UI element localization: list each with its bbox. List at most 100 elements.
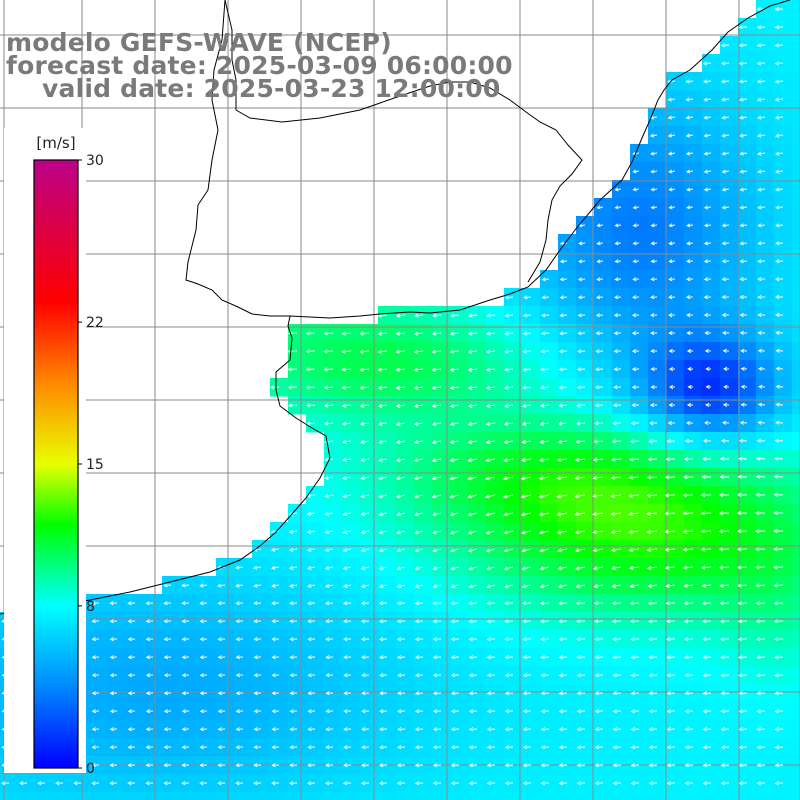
wind-cell (648, 378, 667, 397)
wind-cell (468, 432, 487, 451)
wind-cell (540, 396, 559, 415)
wind-arrow (775, 348, 784, 353)
wind-cell (360, 378, 379, 397)
wind-cell (306, 648, 325, 667)
wind-arrow (521, 530, 532, 535)
wind-cell (576, 792, 595, 800)
wind-arrow (271, 583, 280, 588)
wind-arrow (468, 619, 478, 624)
wind-arrow (109, 673, 118, 678)
wind-cell (774, 612, 793, 631)
wind-arrow (650, 151, 658, 156)
wind-arrow (594, 655, 604, 660)
wind-cell (774, 360, 793, 379)
wind-arrow (576, 763, 586, 768)
wind-cell (594, 414, 613, 433)
wind-arrow (703, 241, 712, 246)
wind-cell (342, 738, 361, 757)
wind-cell (306, 630, 325, 649)
wind-cell (378, 522, 397, 541)
wind-arrow (757, 223, 766, 228)
wind-cell (486, 702, 505, 721)
wind-arrow (648, 673, 658, 678)
wind-cell (576, 378, 595, 397)
wind-cell (666, 576, 685, 595)
wind-cell (468, 396, 487, 415)
wind-cell (468, 630, 487, 649)
wind-arrow (253, 781, 262, 786)
wind-cell (162, 774, 181, 793)
wind-arrow (721, 420, 730, 425)
wind-cell (702, 234, 721, 253)
wind-cell (720, 486, 739, 505)
wind-arrow (686, 313, 694, 318)
wind-arrow (378, 512, 388, 517)
wind-cell (414, 792, 433, 800)
wind-arrow (594, 619, 604, 624)
wind-arrow (307, 673, 316, 678)
wind-arrow (379, 709, 388, 714)
wind-arrow (719, 619, 730, 624)
wind-cell (756, 432, 775, 451)
wind-arrow (595, 313, 604, 318)
wind-cell (216, 738, 235, 757)
wind-arrow (521, 421, 532, 426)
wind-arrow (468, 566, 478, 571)
wind-arrow (664, 547, 676, 552)
wind-cell (702, 378, 721, 397)
wind-cell (90, 630, 109, 649)
wind-arrow (199, 655, 208, 660)
wind-cell (792, 378, 800, 397)
wind-cell (288, 738, 307, 757)
wind-cell (756, 360, 775, 379)
forecast-date: forecast date: 2025-03-09 06:00:00 (6, 51, 513, 80)
wind-cell (738, 504, 757, 523)
wind-arrow (738, 61, 748, 66)
wind-arrow (522, 655, 532, 660)
wind-cell (468, 378, 487, 397)
wind-cell (342, 774, 361, 793)
wind-arrow (468, 745, 478, 750)
wind-arrow (341, 403, 352, 408)
wind-cell (468, 594, 487, 613)
wind-cell (180, 666, 199, 685)
wind-arrow (687, 384, 694, 389)
wind-cell (666, 738, 685, 757)
wind-cell (486, 414, 505, 433)
wind-arrow (342, 457, 352, 462)
wind-arrow (109, 781, 118, 786)
wind-arrow (755, 510, 766, 515)
wind-arrow (577, 349, 586, 354)
wind-cell (576, 630, 595, 649)
wind-arrow (667, 420, 675, 426)
wind-cell (720, 702, 739, 721)
wind-arrow (468, 691, 478, 696)
wind-arrow (325, 709, 334, 714)
wind-cell (612, 216, 631, 235)
wind-cell (90, 648, 109, 667)
wind-cell (378, 648, 397, 667)
wind-arrow (757, 330, 766, 335)
wind-cell (522, 486, 541, 505)
wind-arrow (650, 187, 658, 192)
wind-arrow (414, 691, 424, 696)
wind-cell (450, 594, 469, 613)
wind-cell (738, 252, 757, 271)
wind-cell (720, 738, 739, 757)
wind-arrow (614, 187, 622, 192)
wind-cell (720, 216, 739, 235)
wind-cell (396, 666, 415, 685)
wind-arrow (522, 691, 532, 696)
wind-cell (396, 522, 415, 541)
wind-cell (180, 648, 199, 667)
wind-cell (738, 540, 757, 559)
wind-arrow (307, 691, 316, 696)
wind-cell (648, 144, 667, 163)
wind-arrow (596, 241, 604, 246)
wind-arrow (396, 584, 406, 589)
wind-arrow (666, 781, 676, 786)
wind-cell (468, 522, 487, 541)
wind-cell (234, 612, 253, 631)
wind-cell (342, 324, 361, 343)
wind-arrow (181, 727, 190, 732)
